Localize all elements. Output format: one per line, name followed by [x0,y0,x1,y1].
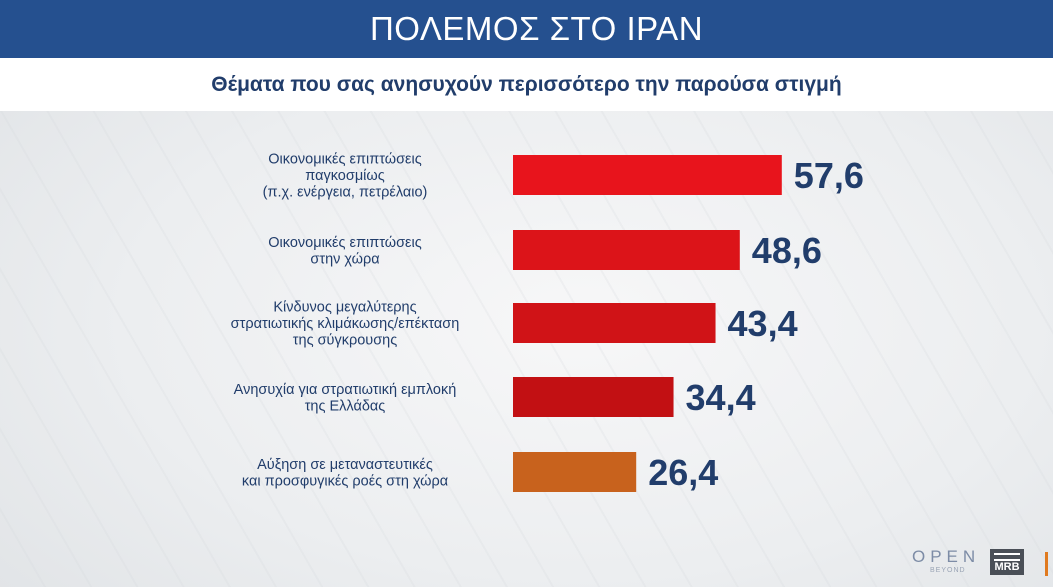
header-bar: ΠΟΛΕΜΟΣ ΣΤΟ ΙΡΑΝ [0,0,1053,58]
bar-5 [513,452,637,492]
chart-title: Θέματα που σας ανησυχούν περισσότερο την… [211,72,842,96]
category-label-5-line-1: Αύξηση σε μεταναστευτικές [257,457,433,473]
bar-1 [513,155,782,195]
value-label-3: 43,4 [728,303,798,344]
subheader-bar: Θέματα που σας ανησυχούν περισσότερο την… [0,58,1053,111]
open-tagline: BEYOND [930,567,966,574]
category-label-2-line-1: Οικονομικές επιπτώσεις [268,235,421,251]
category-label-5-line-2: και προσφυγικές ροές στη χώρα [242,473,448,489]
category-label-3-line-2: στρατιωτικής κλιμάκωσης/επέκταση [231,316,460,332]
value-label-2: 48,6 [752,230,822,271]
category-label-4-line-1: Ανησυχία για στρατιωτική εμπλοκή [234,382,457,398]
value-label-4: 34,4 [686,377,756,418]
page-title: ΠΟΛΕΜΟΣ ΣΤΟ ΙΡΑΝ [369,10,704,47]
value-label-5: 26,4 [648,452,718,493]
bar-3 [513,303,716,343]
value-label-1: 57,6 [794,155,864,196]
category-label-1-line-2: παγκοσμίως [305,168,384,184]
open-logo: OPEN [912,547,981,566]
category-label-3-line-1: Κίνδυνος μεγαλύτερης [273,300,416,316]
bar-2 [513,230,740,270]
category-label-2-line-2: στην χώρα [310,251,379,267]
mrb-logo-text: MRB [994,561,1020,573]
category-label-1-line-3: (π.χ. ενέργεια, πετρέλαιο) [263,185,428,201]
bar-4 [513,377,674,417]
category-label-3-line-3: της σύγκρουσης [293,333,397,349]
mrb-logo: MRB [990,549,1024,575]
category-label-4-line-2: της Ελλάδας [305,398,386,414]
category-label-1-line-1: Οικονομικές επιπτώσεις [268,152,421,168]
edge-accent [1045,552,1048,576]
